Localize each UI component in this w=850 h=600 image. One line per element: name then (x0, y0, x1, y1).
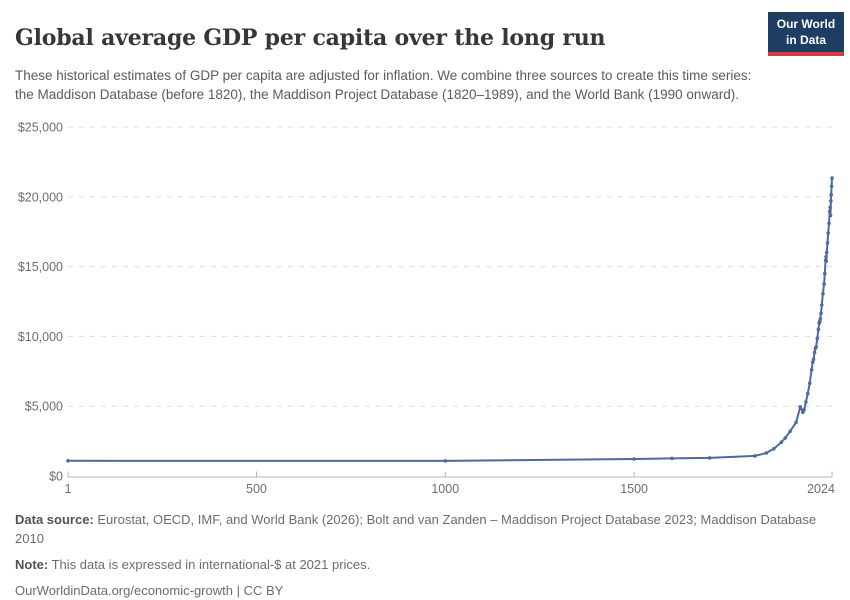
data-point[interactable] (830, 176, 834, 180)
data-point[interactable] (815, 336, 820, 341)
owid-logo-line2: in Data (785, 32, 826, 47)
data-point[interactable] (810, 360, 815, 365)
note-line: Note: This data is expressed in internat… (15, 556, 837, 575)
data-point[interactable] (818, 317, 823, 321)
data-point[interactable] (806, 391, 810, 396)
data-point[interactable] (811, 357, 816, 362)
data-point[interactable] (632, 457, 636, 461)
x-tick-label: 500 (246, 482, 267, 496)
data-point[interactable] (670, 456, 674, 461)
data-point[interactable] (753, 454, 757, 458)
gridlines (68, 126, 833, 407)
y-tick-label: $25,000 (18, 121, 63, 135)
x-tick-label: 1 (65, 482, 72, 496)
data-point[interactable] (829, 184, 834, 189)
data-point[interactable] (783, 436, 787, 440)
owid-logo[interactable]: Our World in Data (768, 12, 844, 57)
data-point[interactable] (819, 311, 823, 316)
data-point[interactable] (826, 231, 830, 235)
data-point[interactable] (822, 282, 826, 286)
data-point[interactable] (829, 199, 833, 203)
y-tick-label: $5,000 (25, 400, 63, 414)
data-point[interactable] (807, 381, 812, 386)
note-text: This data is expressed in international-… (48, 556, 371, 572)
data-point[interactable] (820, 303, 824, 307)
license-label: CC BY (243, 582, 284, 598)
data-point[interactable] (816, 327, 821, 332)
license-separator: | (232, 582, 244, 598)
data-point[interactable] (821, 292, 825, 296)
data-point[interactable] (824, 250, 829, 255)
data-point[interactable] (825, 241, 830, 245)
note-label: Note: (15, 556, 49, 572)
y-axis-labels: $0 $5,000 $10,000 $15,000 $20,000 $25,000 (18, 121, 63, 484)
data-point[interactable] (812, 350, 817, 355)
x-axis (67, 471, 833, 478)
data-point[interactable] (829, 192, 833, 197)
y-tick-label: $0 (49, 470, 63, 484)
x-axis-labels: 1 500 1000 1500 2024 (65, 482, 835, 496)
x-tick-label: 1500 (620, 482, 648, 496)
data-point[interactable] (443, 459, 448, 463)
data-point[interactable] (824, 254, 828, 259)
data-source-label: Data source: (15, 512, 94, 527)
data-point[interactable] (804, 400, 808, 404)
data-point[interactable] (827, 221, 831, 226)
y-tick-label: $10,000 (18, 330, 63, 344)
data-points (66, 176, 834, 463)
chart-subtitle: These historical estimates of GDP per ca… (15, 67, 752, 102)
x-tick-label: 1000 (431, 482, 459, 496)
owid-url-link[interactable]: OurWorldinData.org/economic-growth (15, 582, 233, 598)
data-point[interactable] (824, 259, 829, 263)
data-point[interactable] (794, 420, 798, 425)
chart-title: Global average GDP per capita over the l… (15, 24, 606, 51)
data-point[interactable] (814, 345, 818, 349)
data-point[interactable] (779, 440, 784, 445)
license-line: OurWorldinData.org/economic-growth | CC … (15, 582, 837, 600)
data-point[interactable] (798, 405, 803, 409)
data-point[interactable] (707, 456, 712, 460)
data-line[interactable] (67, 177, 833, 462)
data-point[interactable] (809, 368, 814, 372)
data-point[interactable] (802, 407, 806, 412)
y-tick-label: $20,000 (18, 190, 63, 204)
data-source-line: Data source: Eurostat, OECD, IMF, and Wo… (15, 511, 837, 549)
data-point[interactable] (828, 213, 833, 218)
data-point[interactable] (66, 459, 70, 463)
data-point[interactable] (788, 429, 792, 434)
owid-logo-line1: Our World (776, 17, 836, 31)
data-point[interactable] (764, 451, 769, 455)
data-point[interactable] (828, 205, 832, 210)
data-point[interactable] (827, 209, 832, 214)
y-tick-label: $15,000 (18, 260, 63, 274)
chart-footer: Data source: Eurostat, OECD, IMF, and Wo… (15, 511, 837, 600)
data-source-text: Eurostat, OECD, IMF, and World Bank (202… (15, 512, 817, 546)
data-point[interactable] (772, 447, 776, 451)
x-tick-label: 2024 (807, 482, 835, 496)
data-point[interactable] (823, 271, 827, 276)
